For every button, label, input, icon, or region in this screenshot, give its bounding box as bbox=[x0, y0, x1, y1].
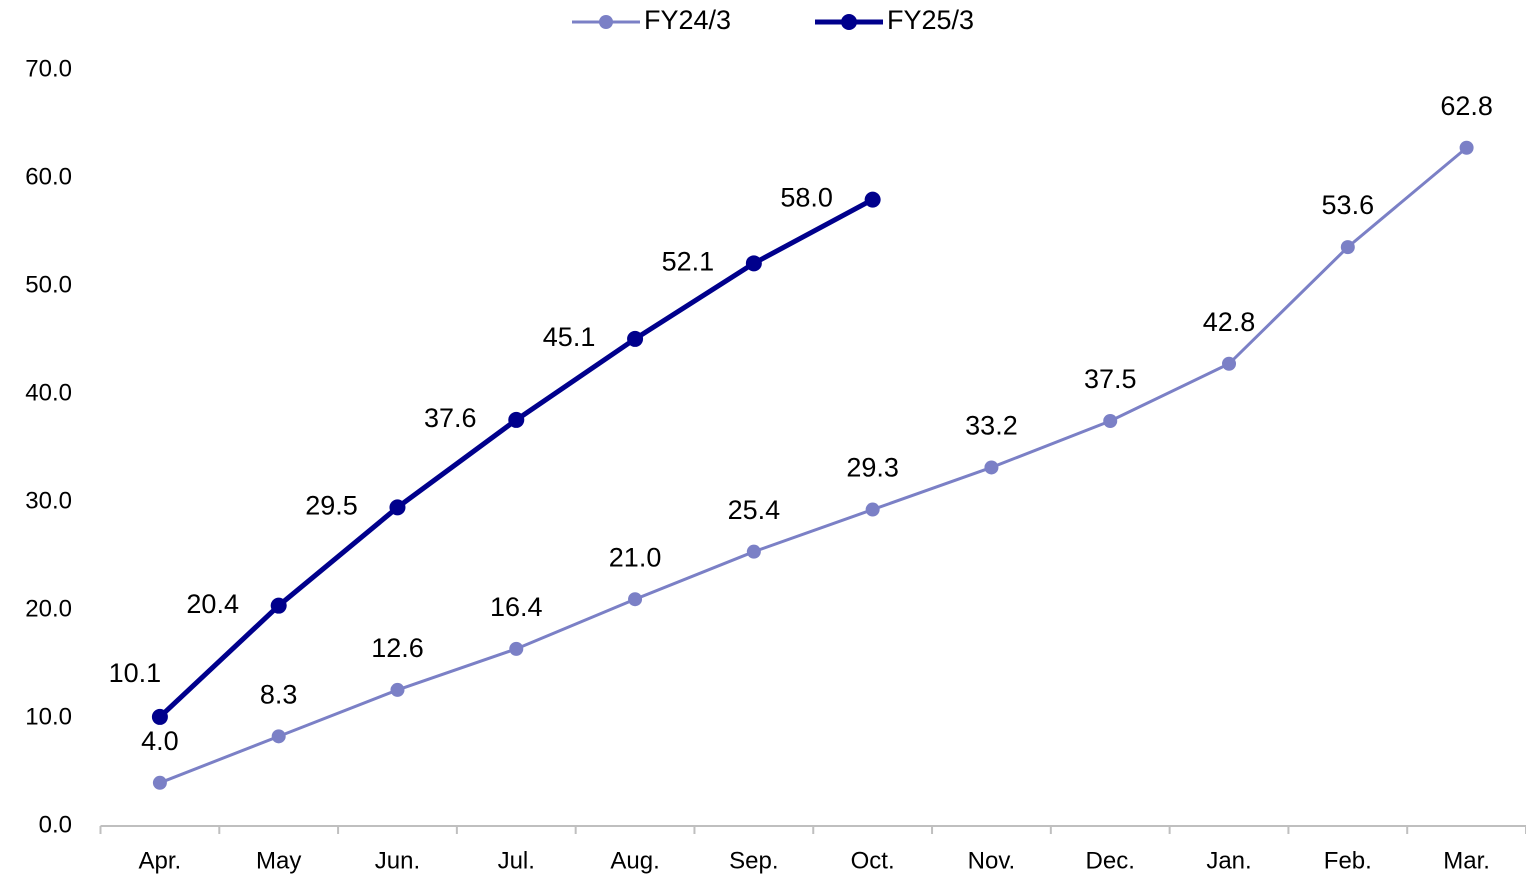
y-tick-label: 0.0 bbox=[39, 811, 72, 838]
y-tick-label: 20.0 bbox=[25, 595, 72, 622]
y-tick-label: 60.0 bbox=[25, 163, 72, 190]
legend-label: FY24/3 bbox=[644, 5, 731, 35]
x-tick-label: Jan. bbox=[1206, 847, 1251, 874]
data-label: 52.1 bbox=[662, 246, 715, 276]
data-label: 53.6 bbox=[1322, 190, 1375, 220]
series-line bbox=[158, 197, 874, 719]
y-tick-label: 50.0 bbox=[25, 271, 72, 298]
data-label: 33.2 bbox=[965, 411, 1018, 441]
point bbox=[1103, 414, 1118, 428]
point bbox=[628, 592, 643, 607]
point bbox=[984, 460, 999, 475]
x-tick-label: May bbox=[256, 847, 301, 874]
data-label: 29.5 bbox=[305, 491, 358, 521]
legend-label: FY25/3 bbox=[887, 5, 974, 35]
data-label: 45.1 bbox=[543, 322, 596, 352]
data-label: 10.1 bbox=[109, 658, 162, 688]
y-tick-label: 40.0 bbox=[25, 379, 72, 406]
point bbox=[508, 411, 525, 428]
y-tick-label: 70.0 bbox=[25, 55, 72, 82]
x-tick-label: Jul. bbox=[498, 847, 535, 874]
data-label: 29.3 bbox=[846, 453, 899, 483]
legend-marker bbox=[841, 14, 857, 30]
point bbox=[151, 708, 168, 725]
data-label: 8.3 bbox=[260, 679, 298, 709]
y-tick-label: 10.0 bbox=[25, 703, 72, 730]
legend-marker bbox=[599, 15, 613, 29]
data-label: 42.8 bbox=[1203, 307, 1256, 337]
point bbox=[1340, 240, 1355, 255]
series-line bbox=[159, 146, 1468, 785]
x-tick-label: Sep. bbox=[729, 847, 778, 874]
point bbox=[865, 502, 880, 517]
y-tick-label: 30.0 bbox=[25, 487, 72, 514]
point bbox=[864, 191, 881, 208]
data-label: 58.0 bbox=[780, 183, 833, 213]
data-label: 16.4 bbox=[490, 592, 543, 622]
point bbox=[627, 330, 644, 347]
x-tick-label: Jun. bbox=[375, 847, 420, 874]
data-label: 4.0 bbox=[141, 726, 179, 756]
data-label: 12.6 bbox=[371, 633, 424, 663]
x-tick-label: Mar. bbox=[1443, 847, 1490, 874]
x-tick-label: Apr. bbox=[139, 847, 182, 874]
x-tick-label: Dec. bbox=[1086, 847, 1135, 874]
data-label: 37.5 bbox=[1084, 364, 1137, 394]
point bbox=[389, 499, 406, 516]
point bbox=[390, 682, 405, 697]
x-tick-label: Feb. bbox=[1324, 847, 1372, 874]
x-tick-label: Nov. bbox=[968, 847, 1016, 874]
point bbox=[1222, 356, 1237, 371]
data-label: 20.4 bbox=[186, 589, 239, 619]
x-tick-label: Oct. bbox=[851, 847, 895, 874]
point bbox=[746, 544, 761, 559]
data-label: 37.6 bbox=[424, 403, 477, 433]
point bbox=[509, 641, 524, 656]
point bbox=[1459, 140, 1474, 155]
x-tick-label: Aug. bbox=[610, 847, 659, 874]
data-label: 21.0 bbox=[609, 542, 662, 572]
point bbox=[271, 729, 286, 744]
point bbox=[152, 775, 167, 790]
point bbox=[270, 597, 287, 614]
data-label: 62.8 bbox=[1440, 91, 1493, 121]
data-label: 25.4 bbox=[728, 495, 781, 525]
point bbox=[745, 255, 762, 272]
